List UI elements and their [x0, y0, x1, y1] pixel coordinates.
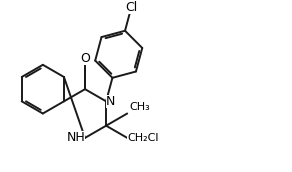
Text: O: O [80, 52, 90, 65]
Text: CH₃: CH₃ [129, 102, 150, 112]
Text: NH: NH [66, 131, 85, 144]
Text: Cl: Cl [125, 1, 138, 14]
Text: N: N [106, 95, 116, 108]
Text: CH₂Cl: CH₂Cl [127, 133, 159, 143]
